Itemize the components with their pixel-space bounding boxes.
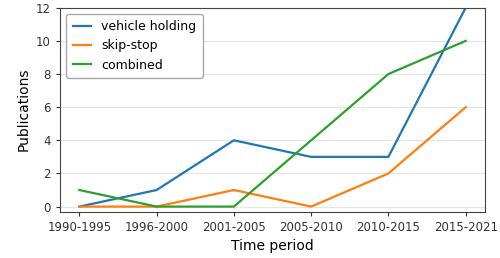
vehicle holding: [154, 189, 160, 192]
vehicle holding: [76, 205, 82, 208]
skip-stop: [308, 205, 314, 208]
skip-stop: [76, 205, 82, 208]
X-axis label: Time period: Time period: [231, 239, 314, 253]
combined: [76, 189, 82, 192]
skip-stop: [231, 189, 237, 192]
vehicle holding: [462, 6, 468, 9]
Line: combined: combined: [80, 41, 466, 207]
combined: [386, 72, 392, 76]
combined: [231, 205, 237, 208]
Line: skip-stop: skip-stop: [80, 107, 466, 207]
Line: vehicle holding: vehicle holding: [80, 8, 466, 207]
vehicle holding: [386, 155, 392, 158]
skip-stop: [462, 106, 468, 109]
vehicle holding: [308, 155, 314, 158]
combined: [462, 39, 468, 42]
Y-axis label: Publications: Publications: [16, 68, 30, 151]
combined: [154, 205, 160, 208]
combined: [308, 139, 314, 142]
skip-stop: [154, 205, 160, 208]
Legend: vehicle holding, skip-stop, combined: vehicle holding, skip-stop, combined: [66, 14, 202, 78]
skip-stop: [386, 172, 392, 175]
vehicle holding: [231, 139, 237, 142]
